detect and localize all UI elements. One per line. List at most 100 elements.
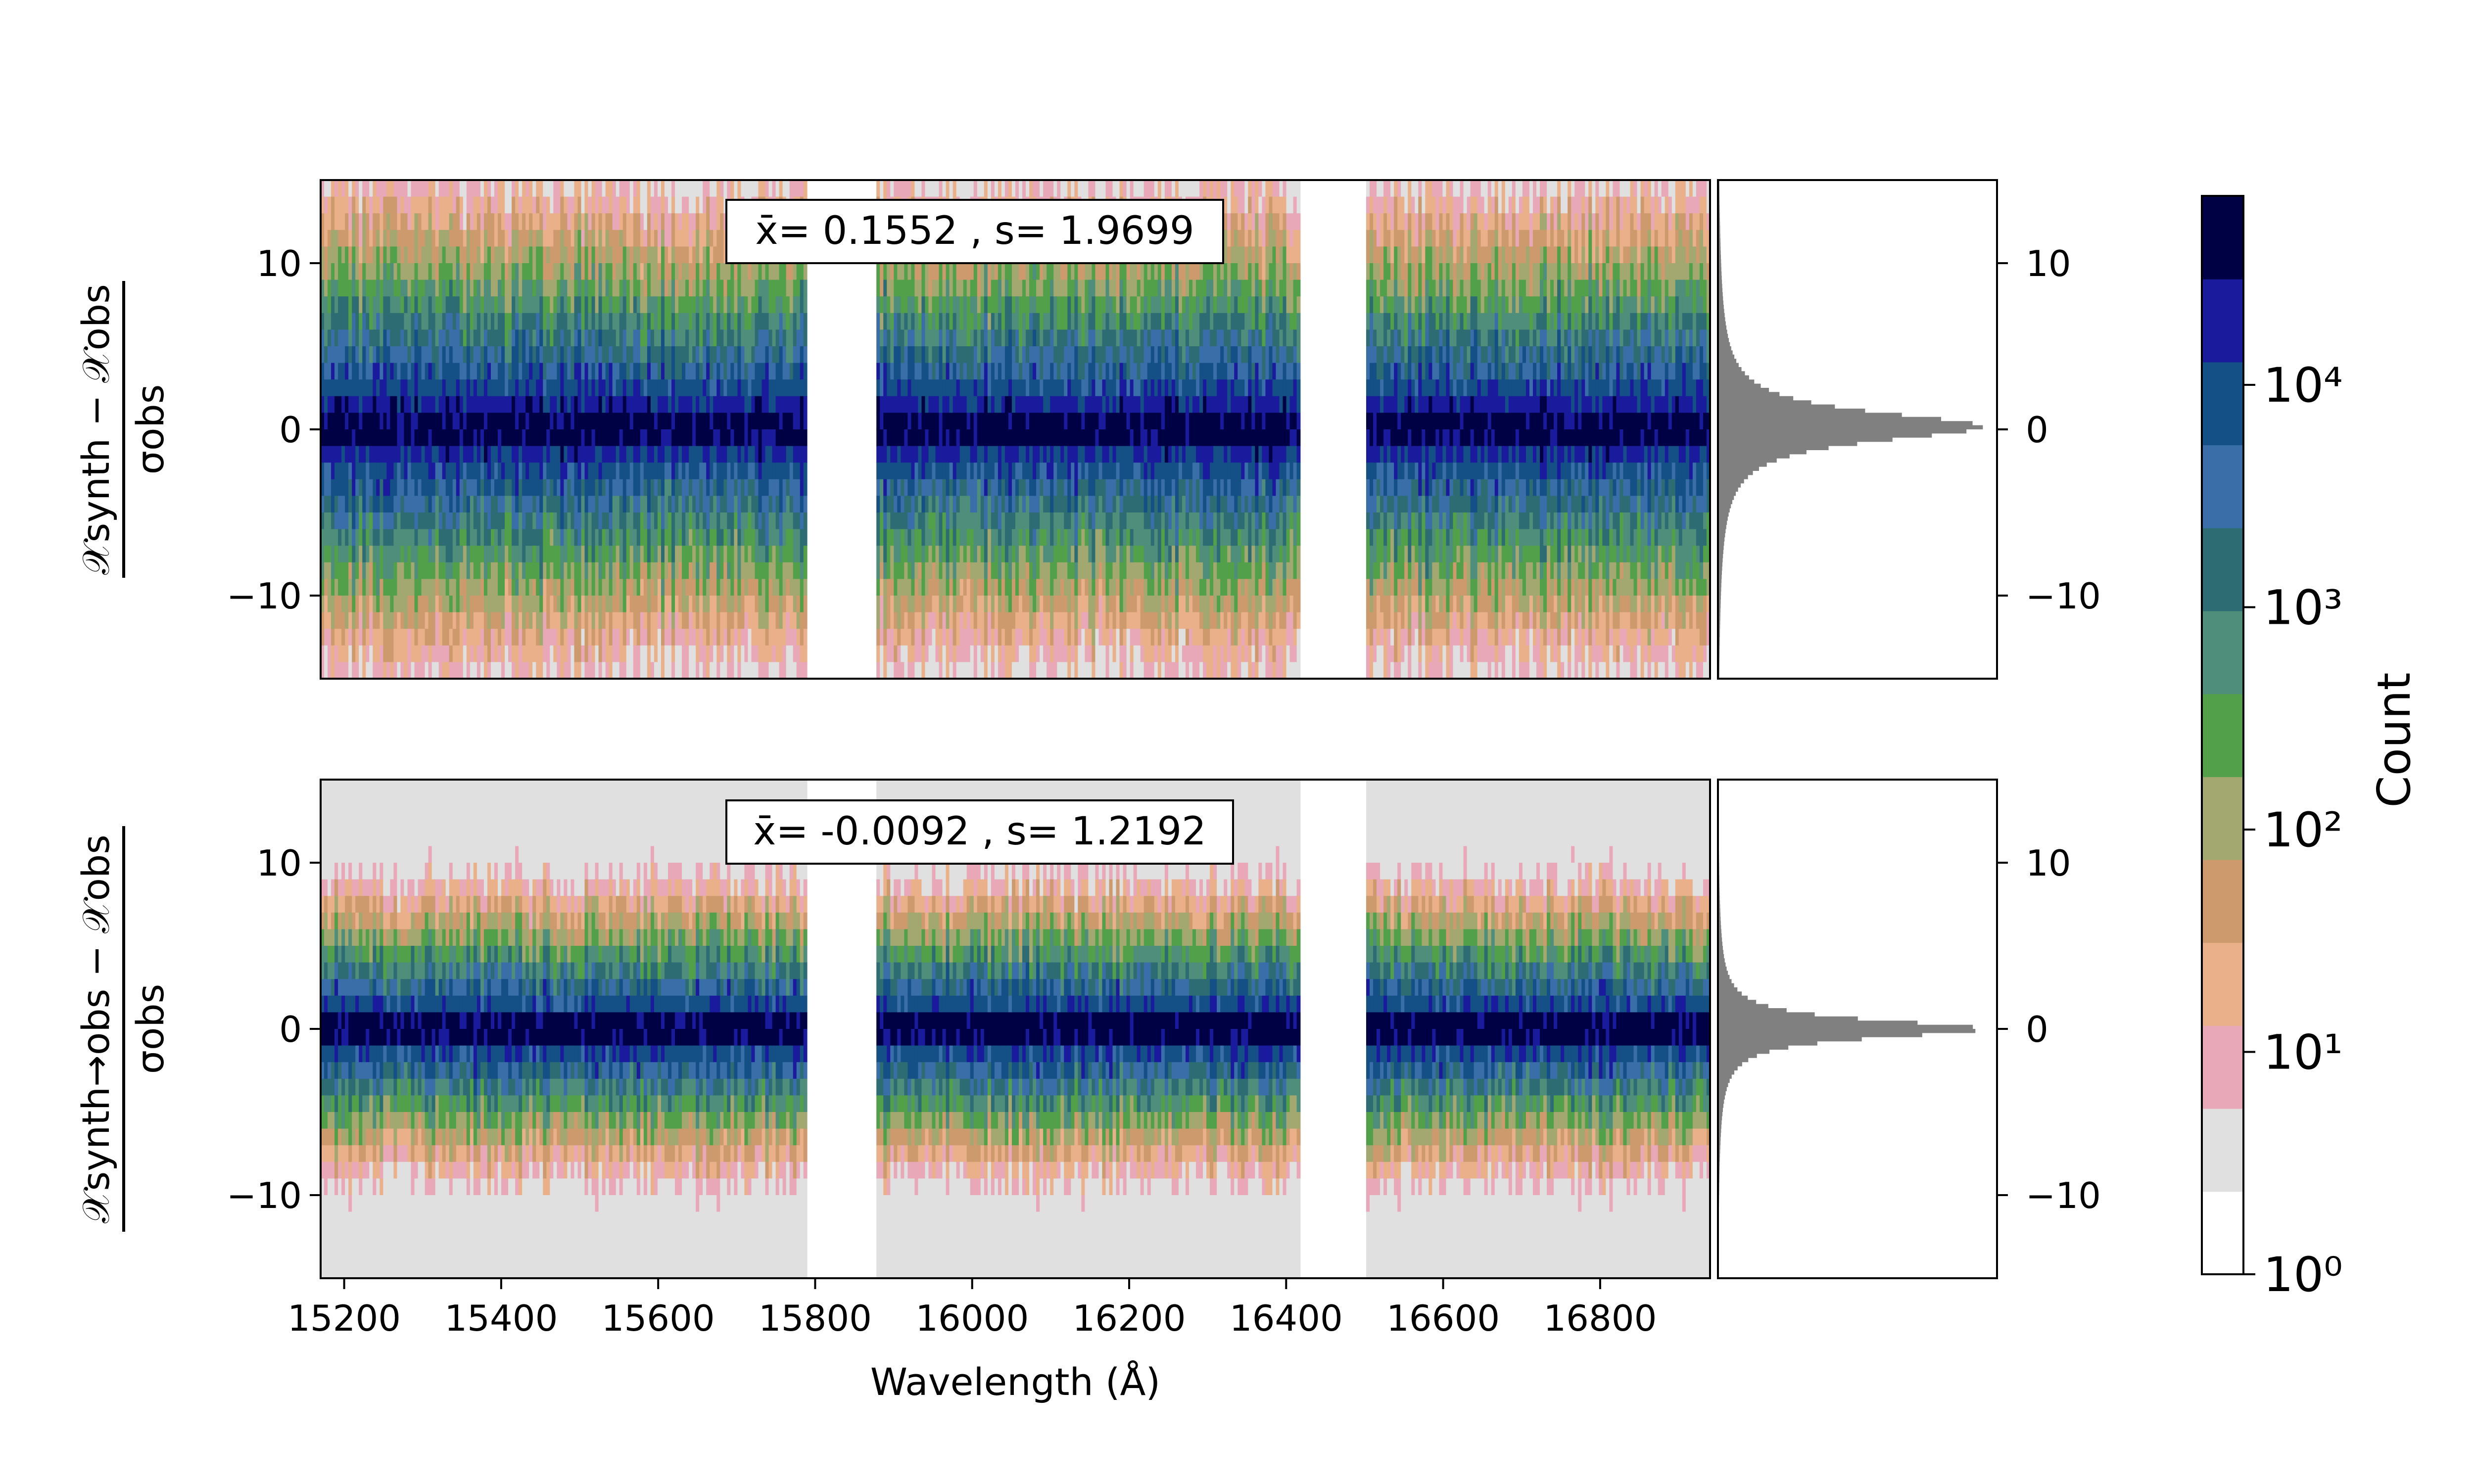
heatmap-cell <box>456 296 460 314</box>
heatmap-cell <box>567 612 571 629</box>
heatmap-cell <box>636 629 641 646</box>
heatmap-cell <box>720 296 724 314</box>
heatmap-cell <box>407 662 412 679</box>
heatmap-cell <box>546 479 551 497</box>
heatmap-cell <box>584 279 589 297</box>
heatmap-cell <box>901 596 905 613</box>
heatmap-cell <box>612 446 617 463</box>
heatmap-cell <box>647 396 651 414</box>
heatmap-cell <box>366 496 370 513</box>
heatmap-cell <box>393 213 398 231</box>
heatmap-cell <box>959 313 964 330</box>
heatmap-cell <box>577 662 582 679</box>
heatmap-cell <box>380 396 384 414</box>
heatmap-cell <box>522 329 526 347</box>
heatmap-cell <box>574 429 578 447</box>
heatmap-cell <box>470 263 474 280</box>
heatmap-cell <box>362 562 367 580</box>
heatmap-cell <box>643 512 648 530</box>
heatmap-cell <box>334 329 338 347</box>
heatmap-cell <box>622 562 627 580</box>
heatmap-cell <box>571 279 575 297</box>
heatmap-cell <box>706 346 711 364</box>
heatmap-cell <box>456 463 460 480</box>
heatmap-cell <box>713 196 717 214</box>
heatmap-cell <box>720 263 724 280</box>
heatmap-cell <box>932 463 936 480</box>
heatmap-cell <box>741 313 745 330</box>
heatmap-cell <box>800 296 804 314</box>
heatmap-cell <box>501 379 505 397</box>
heatmap-cell <box>883 446 888 463</box>
heatmap-cell <box>786 479 790 497</box>
heatmap-cell <box>643 596 648 613</box>
heatmap-cell <box>914 463 919 480</box>
heatmap-cell <box>789 296 794 314</box>
heatmap-cell <box>459 546 464 563</box>
heatmap-cell <box>532 596 537 613</box>
heatmap-cell <box>952 629 957 646</box>
heatmap-cell <box>404 612 408 629</box>
heatmap-cell <box>935 346 940 364</box>
heatmap-cell <box>543 496 547 513</box>
heatmap-cell <box>452 496 457 513</box>
heatmap-cell <box>765 512 769 530</box>
heatmap-cell <box>519 180 523 197</box>
heatmap-cell <box>529 629 533 646</box>
heatmap-cell <box>490 379 495 397</box>
heatmap-cell <box>341 562 345 580</box>
heatmap-cell <box>397 546 401 563</box>
heatmap-cell <box>470 279 474 297</box>
heatmap-cell <box>425 329 429 347</box>
heatmap-cell <box>466 413 471 430</box>
heatmap-cell <box>411 413 415 430</box>
heatmap-cell <box>362 479 367 497</box>
heatmap-cell <box>598 246 603 264</box>
heatmap-cell <box>956 396 960 414</box>
heatmap-cell <box>703 529 707 546</box>
heatmap-cell <box>935 379 940 397</box>
heatmap-cell <box>887 180 891 197</box>
heatmap-cell <box>324 546 328 563</box>
heatmap-cell <box>678 379 682 397</box>
heatmap-cell <box>564 612 568 629</box>
heatmap-cell <box>626 562 630 580</box>
heatmap-cell <box>373 512 377 530</box>
heatmap-cell <box>362 329 367 347</box>
heatmap-cell <box>901 645 905 663</box>
heatmap-cell <box>883 612 888 629</box>
heatmap-cell <box>577 596 582 613</box>
heatmap-cell <box>761 529 766 546</box>
heatmap-cell <box>383 562 387 580</box>
heatmap-cell <box>536 529 540 546</box>
heatmap-cell <box>650 246 655 264</box>
heatmap-cell <box>678 329 682 347</box>
heatmap-cell <box>331 396 335 414</box>
heatmap-cell <box>414 279 419 297</box>
heatmap-cell <box>425 429 429 447</box>
heatmap-cell <box>501 279 505 297</box>
heatmap-cell <box>487 279 491 297</box>
heatmap-cell <box>911 463 915 480</box>
heatmap-cell <box>730 446 735 463</box>
heatmap-cell <box>345 463 349 480</box>
heatmap-cell <box>438 346 443 364</box>
heatmap-cell <box>650 396 655 414</box>
heatmap-cell <box>449 230 453 247</box>
heatmap-cell <box>438 496 443 513</box>
heatmap-cell <box>956 363 960 380</box>
heatmap-cell <box>730 396 735 414</box>
heatmap-cell <box>758 180 762 197</box>
heatmap-cell <box>633 429 637 447</box>
heatmap-cell <box>622 463 627 480</box>
heatmap-cell <box>411 246 415 264</box>
heatmap-cell <box>741 296 745 314</box>
heatmap-cell <box>564 479 568 497</box>
heatmap-cell <box>445 529 450 546</box>
heatmap-cell <box>671 463 675 480</box>
heatmap-cell <box>758 529 762 546</box>
heatmap-cell <box>723 313 728 330</box>
heatmap-cell <box>647 546 651 563</box>
heatmap-cell <box>536 546 540 563</box>
heatmap-cell <box>775 263 780 280</box>
